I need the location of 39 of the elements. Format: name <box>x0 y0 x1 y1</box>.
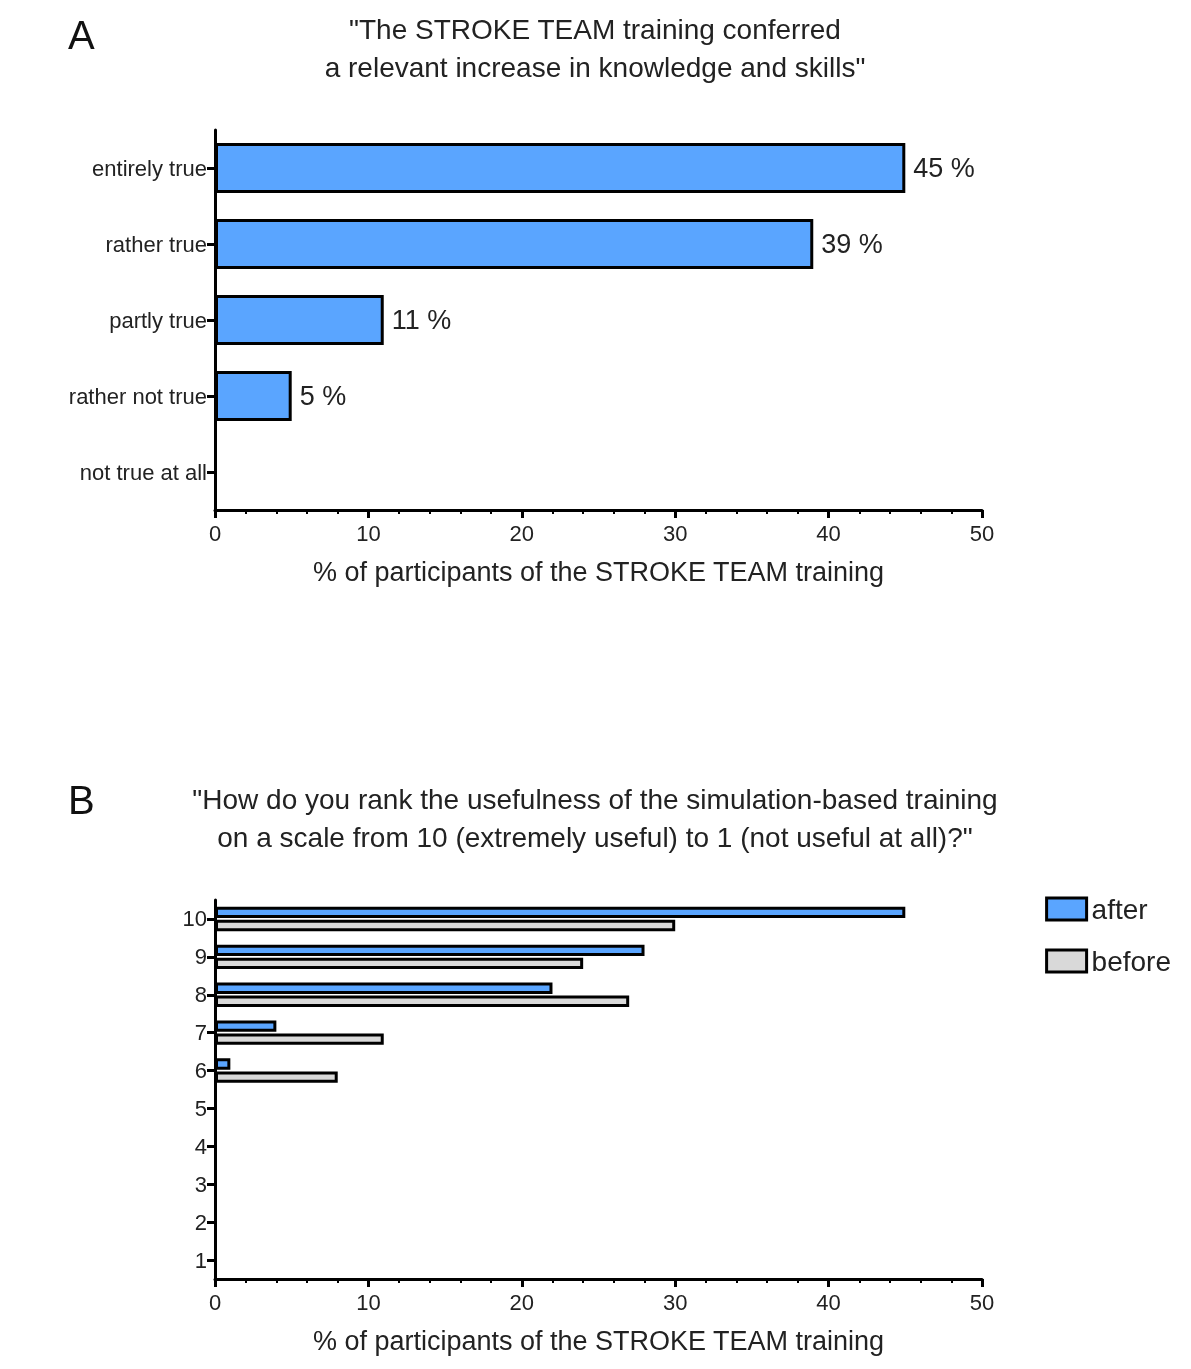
x-axis-title: % of participants of the STROKE TEAM training <box>312 1325 885 1356</box>
y-tick-label: 8 <box>194 982 207 1008</box>
y-tick-label: 1 <box>194 1247 207 1273</box>
y-tick-label: 10 <box>182 906 207 932</box>
legend-label: after <box>1091 893 1148 925</box>
x-tick-label: 30 <box>662 520 688 546</box>
y-tick-label: 2 <box>194 1209 207 1235</box>
x-tick-label: 50 <box>969 520 995 546</box>
y-tick-label: 7 <box>194 1020 207 1046</box>
y-tick-label: rather true <box>105 231 207 257</box>
text: A <box>68 13 95 57</box>
legend-label: before <box>1091 945 1172 977</box>
y-tick-label: partly true <box>109 307 207 333</box>
x-tick-label: 0 <box>208 520 222 546</box>
y-tick-label: 3 <box>194 1171 207 1197</box>
x-tick-label: 0 <box>208 1289 222 1315</box>
x-tick-label: 20 <box>509 520 535 546</box>
text: B <box>68 778 95 822</box>
chart-title: "The STROKE TEAM training conferred a relevant increase in knowledge and skills" <box>324 13 866 83</box>
data-label: 39 % <box>821 229 883 259</box>
x-tick-label: 50 <box>969 1289 995 1315</box>
x-tick-label: 30 <box>662 1289 688 1315</box>
y-tick-label: 5 <box>194 1095 207 1121</box>
data-label: 5 % <box>299 381 347 411</box>
y-tick-label: 6 <box>194 1058 207 1084</box>
y-tick-label: entirely true <box>92 155 207 181</box>
x-tick-label: 20 <box>509 1289 535 1315</box>
chart-title: "How do you rank the usefulness of the simulation-based training on a scale from 10 (extremely useful) to 1 (not useful at all)?" <box>192 783 998 853</box>
data-label: 11 % <box>391 305 452 335</box>
y-tick-label: not true at all <box>79 459 207 485</box>
x-tick-label: 40 <box>816 520 841 546</box>
x-tick-label: 10 <box>356 1289 381 1315</box>
y-tick-label: 9 <box>194 944 207 970</box>
x-axis-title: % of participants of the STROKE TEAM training <box>312 556 885 587</box>
y-tick-label: 4 <box>194 1133 207 1159</box>
x-tick-label: 40 <box>816 1289 841 1315</box>
x-tick-label: 10 <box>356 520 381 546</box>
y-tick-label: rather not true <box>68 383 207 409</box>
data-label: 45 % <box>913 153 975 183</box>
